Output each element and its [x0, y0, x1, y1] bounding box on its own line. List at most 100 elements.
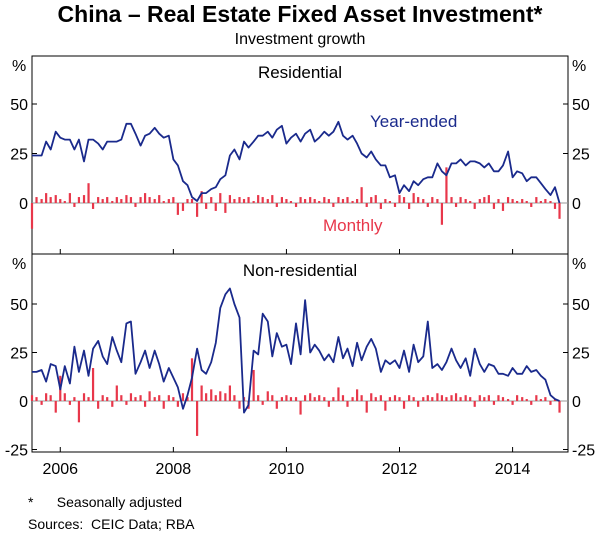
monthly-bar: [224, 203, 227, 213]
monthly-bar: [309, 393, 312, 401]
monthly-bar: [521, 397, 524, 401]
monthly-bar: [257, 195, 260, 203]
monthly-bar: [299, 401, 302, 415]
monthly-bar: [214, 203, 217, 211]
monthly-bar: [129, 197, 133, 203]
monthly-bar: [516, 201, 519, 203]
monthly-bar: [54, 401, 57, 413]
monthly-bar: [30, 395, 34, 401]
monthly-bar: [313, 397, 316, 401]
monthly-bar: [252, 369, 255, 401]
monthly-bar: [210, 197, 213, 203]
monthly-bar: [469, 201, 472, 203]
monthly-bar: [115, 197, 118, 203]
monthly-bar: [384, 401, 387, 411]
monthly-bar: [261, 197, 264, 203]
monthly-bar: [186, 397, 189, 401]
monthly-bar: [431, 197, 434, 203]
monthly-bar: [388, 397, 391, 401]
monthly-bar: [337, 387, 340, 401]
monthly-bar: [252, 201, 255, 203]
monthly-bar: [549, 201, 552, 203]
monthly-bar: [525, 201, 528, 203]
monthly-bar: [30, 203, 34, 229]
monthly-bar: [426, 395, 429, 401]
monthly-bar: [497, 395, 500, 401]
monthly-bar: [233, 395, 236, 401]
monthly-bar: [158, 195, 161, 203]
monthly-bar: [478, 395, 481, 401]
monthly-bar: [228, 195, 231, 203]
monthly-bar: [148, 391, 151, 401]
monthly-bar: [516, 395, 519, 401]
monthly-bar: [440, 395, 444, 401]
monthly-bar: [247, 197, 250, 203]
monthly-bar: [153, 397, 156, 401]
monthly-bar: [125, 195, 128, 203]
monthly-bar: [473, 401, 476, 407]
y-tick-label-left: 50: [10, 97, 28, 114]
monthly-bar: [402, 401, 406, 409]
monthly-bar: [417, 197, 420, 203]
monthly-bar: [501, 397, 505, 401]
monthly-bar: [129, 393, 133, 401]
panel-frame: [31, 55, 569, 255]
monthly-bar: [544, 199, 547, 203]
unit-label-left: %: [12, 58, 26, 75]
monthly-bar: [346, 197, 349, 203]
monthly-bar: [294, 397, 298, 401]
monthly-bar: [393, 395, 397, 401]
sources-note: Sources: CEIC Data; RBA: [28, 516, 195, 532]
panel-title: Residential: [258, 63, 342, 82]
monthly-bar: [275, 401, 278, 409]
monthly-bar: [289, 397, 293, 401]
monthly-bar: [97, 197, 100, 203]
x-tick-label: 2008: [156, 461, 192, 478]
monthly-bar: [97, 401, 100, 409]
monthly-bar: [341, 395, 345, 401]
monthly-bar: [356, 389, 359, 401]
monthly-bar: [68, 401, 71, 405]
monthly-bar: [139, 395, 142, 401]
monthly-bar: [450, 197, 453, 203]
monthly-bar: [181, 203, 185, 211]
monthly-bar: [285, 199, 288, 203]
monthly-bar: [210, 389, 213, 401]
monthly-bar: [162, 201, 165, 203]
monthly-bar: [35, 197, 38, 203]
y-tick-label-right: 0: [572, 196, 581, 213]
monthly-bar: [412, 397, 415, 401]
monthly-bar: [285, 395, 288, 401]
monthly-bar: [167, 199, 170, 203]
monthly-bar: [539, 399, 542, 401]
monthly-bar: [275, 203, 278, 207]
monthly-bar: [309, 197, 312, 203]
monthly-bar: [40, 199, 43, 203]
monthly-bar: [257, 395, 260, 401]
monthly-bar: [360, 395, 363, 401]
monthly-bar: [77, 401, 81, 423]
monthly-bar: [379, 203, 382, 209]
monthly-bar: [454, 393, 458, 401]
monthly-bar: [77, 197, 81, 203]
monthly-bar: [224, 393, 227, 401]
monthly-bar: [82, 393, 86, 401]
residential-panel: 0 0 25 25 50 50% % Residential Year-ended Monthly: [10, 55, 590, 255]
monthly-bar: [261, 401, 264, 405]
monthly-bar: [143, 193, 147, 203]
monthly-bar: [422, 397, 425, 401]
monthly-bar: [233, 199, 236, 203]
monthly-bar: [59, 199, 62, 203]
footnote: * Seasonally adjusted: [28, 494, 183, 510]
monthly-bar: [374, 195, 377, 203]
monthly-bar: [54, 195, 57, 203]
monthly-bar: [219, 391, 222, 401]
chart-subtitle: Investment growth: [234, 31, 366, 48]
monthly-bar: [506, 399, 510, 401]
monthly-bar: [200, 191, 203, 203]
monthly-bar: [101, 199, 104, 203]
monthly-bar: [370, 393, 373, 401]
monthly-bar: [63, 201, 66, 203]
monthly-bar: [337, 197, 340, 203]
